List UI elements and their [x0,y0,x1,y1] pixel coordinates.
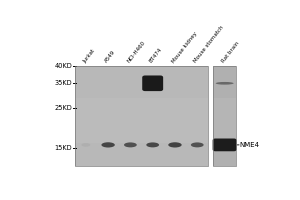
Ellipse shape [216,82,234,85]
Text: BT474: BT474 [149,47,164,64]
Ellipse shape [101,142,115,148]
Bar [75,66,208,166]
Ellipse shape [146,142,159,147]
Bar [213,98,236,143]
Text: NME4: NME4 [239,142,259,148]
Text: Mouse kidney: Mouse kidney [171,31,198,64]
Text: Jurkat: Jurkat [82,48,96,64]
Text: A549: A549 [104,50,117,64]
Ellipse shape [191,142,204,147]
Text: 35KD: 35KD [55,80,72,86]
Text: Mouse stomatch: Mouse stomatch [193,25,225,64]
Ellipse shape [81,143,90,147]
Ellipse shape [168,142,182,148]
Ellipse shape [124,142,137,147]
Bar [213,66,236,166]
Text: Rat brain: Rat brain [221,41,240,64]
Text: 40KD: 40KD [55,63,72,69]
FancyBboxPatch shape [142,75,163,91]
Bar [75,98,208,143]
Bar [213,66,236,166]
Text: NCI-H460: NCI-H460 [127,40,146,64]
Text: 25KD: 25KD [55,105,72,111]
FancyBboxPatch shape [213,139,237,151]
Text: 15KD: 15KD [55,145,72,151]
Bar [75,66,208,166]
